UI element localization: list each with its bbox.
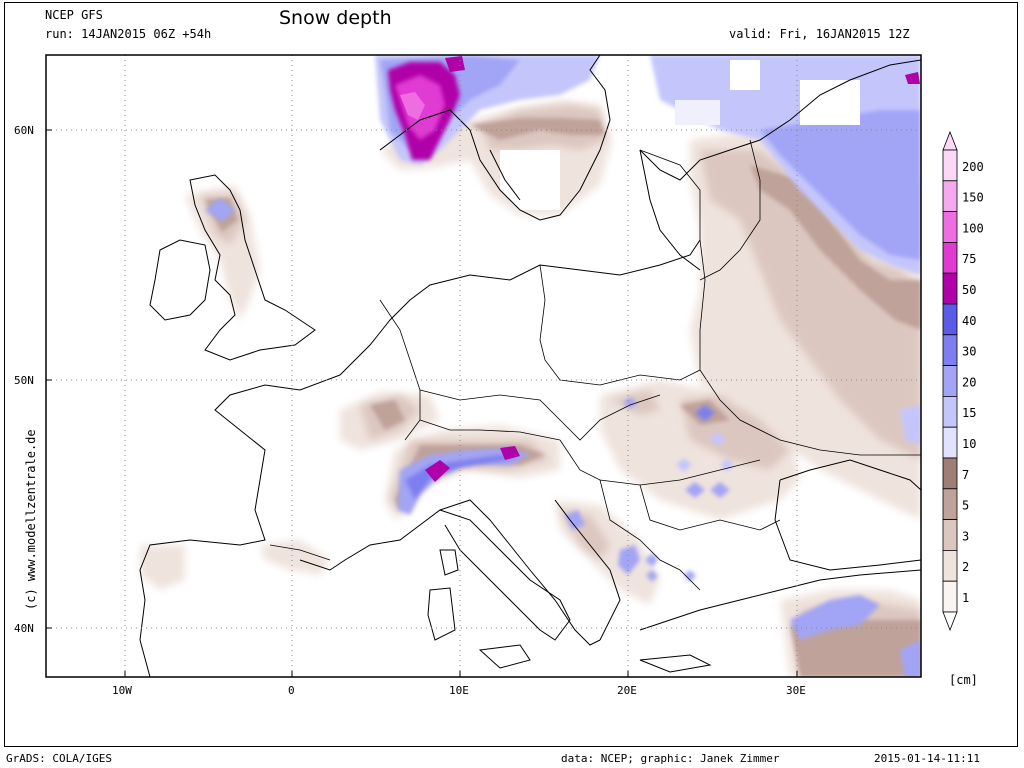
lon-label-0: 0	[288, 684, 295, 697]
colorbar-swatch	[942, 241, 958, 274]
map-frame	[45, 54, 922, 678]
valid-time-label: valid: Fri, 16JAN2015 12Z	[729, 27, 910, 41]
snow-shading-extreme	[388, 56, 920, 482]
lon-label-30e: 30E	[786, 684, 806, 697]
colorbar-swatch	[942, 272, 958, 305]
colorbar-label: 50	[962, 283, 976, 297]
colorbar-swatch	[942, 395, 958, 428]
colorbar-swatch	[942, 426, 958, 459]
snow-depth-field	[46, 55, 921, 677]
graticule	[46, 55, 921, 677]
colorbar-swatch	[942, 580, 958, 613]
axis-labels: 60N 50N 40N 10W 0 10E 20E 30E	[14, 124, 806, 697]
footer-left: GrADS: COLA/IGES	[6, 752, 112, 765]
colorbar-swatch	[942, 488, 958, 520]
coastlines	[139, 55, 921, 677]
colorbar-swatch	[942, 457, 958, 490]
colorbar-label: 20	[962, 375, 976, 389]
colorbar-swatch	[942, 180, 958, 213]
colorbar-label: 30	[962, 345, 976, 359]
colorbar-unit: [cm]	[949, 673, 978, 687]
lon-label-10e: 10E	[449, 684, 469, 697]
colorbar-label: 7	[962, 468, 969, 482]
model-label: NCEP GFS	[45, 8, 103, 22]
colorbar-label: 2	[962, 560, 969, 574]
colorbar-swatch	[942, 519, 958, 551]
colorbar-label: 40	[962, 314, 976, 328]
lon-label-10w: 10W	[112, 684, 132, 697]
footer-right: 2015-01-14-11:11	[874, 752, 980, 765]
colorbar-swatch	[942, 550, 958, 582]
lon-label-20e: 20E	[617, 684, 637, 697]
colorbar-label: 75	[962, 252, 976, 266]
snow-free-areas	[500, 60, 860, 210]
country-borders	[269, 139, 921, 591]
colorbar-label: 3	[962, 529, 969, 543]
lat-label-50n: 50N	[14, 374, 34, 387]
colorbar-bottom-arrow	[942, 611, 958, 632]
footer-center: data: NCEP; graphic: Janek Zimmer	[561, 752, 780, 765]
map-title: Snow depth	[279, 7, 392, 29]
colorbar-label: 15	[962, 406, 976, 420]
colorbar-swatch	[942, 211, 958, 243]
colorbar-swatch	[942, 149, 958, 182]
watermark: (c) www.modellzentrale.de	[24, 429, 38, 610]
outer-frame	[4, 2, 1018, 747]
colorbar-label: 100	[962, 221, 984, 235]
lat-label-60n: 60N	[14, 124, 34, 137]
colorbar-swatch	[942, 303, 958, 336]
colorbar-label: 150	[962, 191, 984, 205]
axis-ticks	[46, 129, 798, 677]
colorbar-swatch	[942, 365, 958, 397]
colorbar-label: 1	[962, 591, 969, 605]
lat-label-40n: 40N	[14, 622, 34, 635]
colorbar-label: 10	[962, 437, 976, 451]
colorbar-label: 5	[962, 499, 969, 513]
colorbar-swatch	[942, 334, 958, 366]
colorbar-label: 200	[962, 160, 984, 174]
run-label: run: 14JAN2015 06Z +54h	[45, 27, 212, 41]
colorbar-top-arrow	[942, 130, 958, 151]
